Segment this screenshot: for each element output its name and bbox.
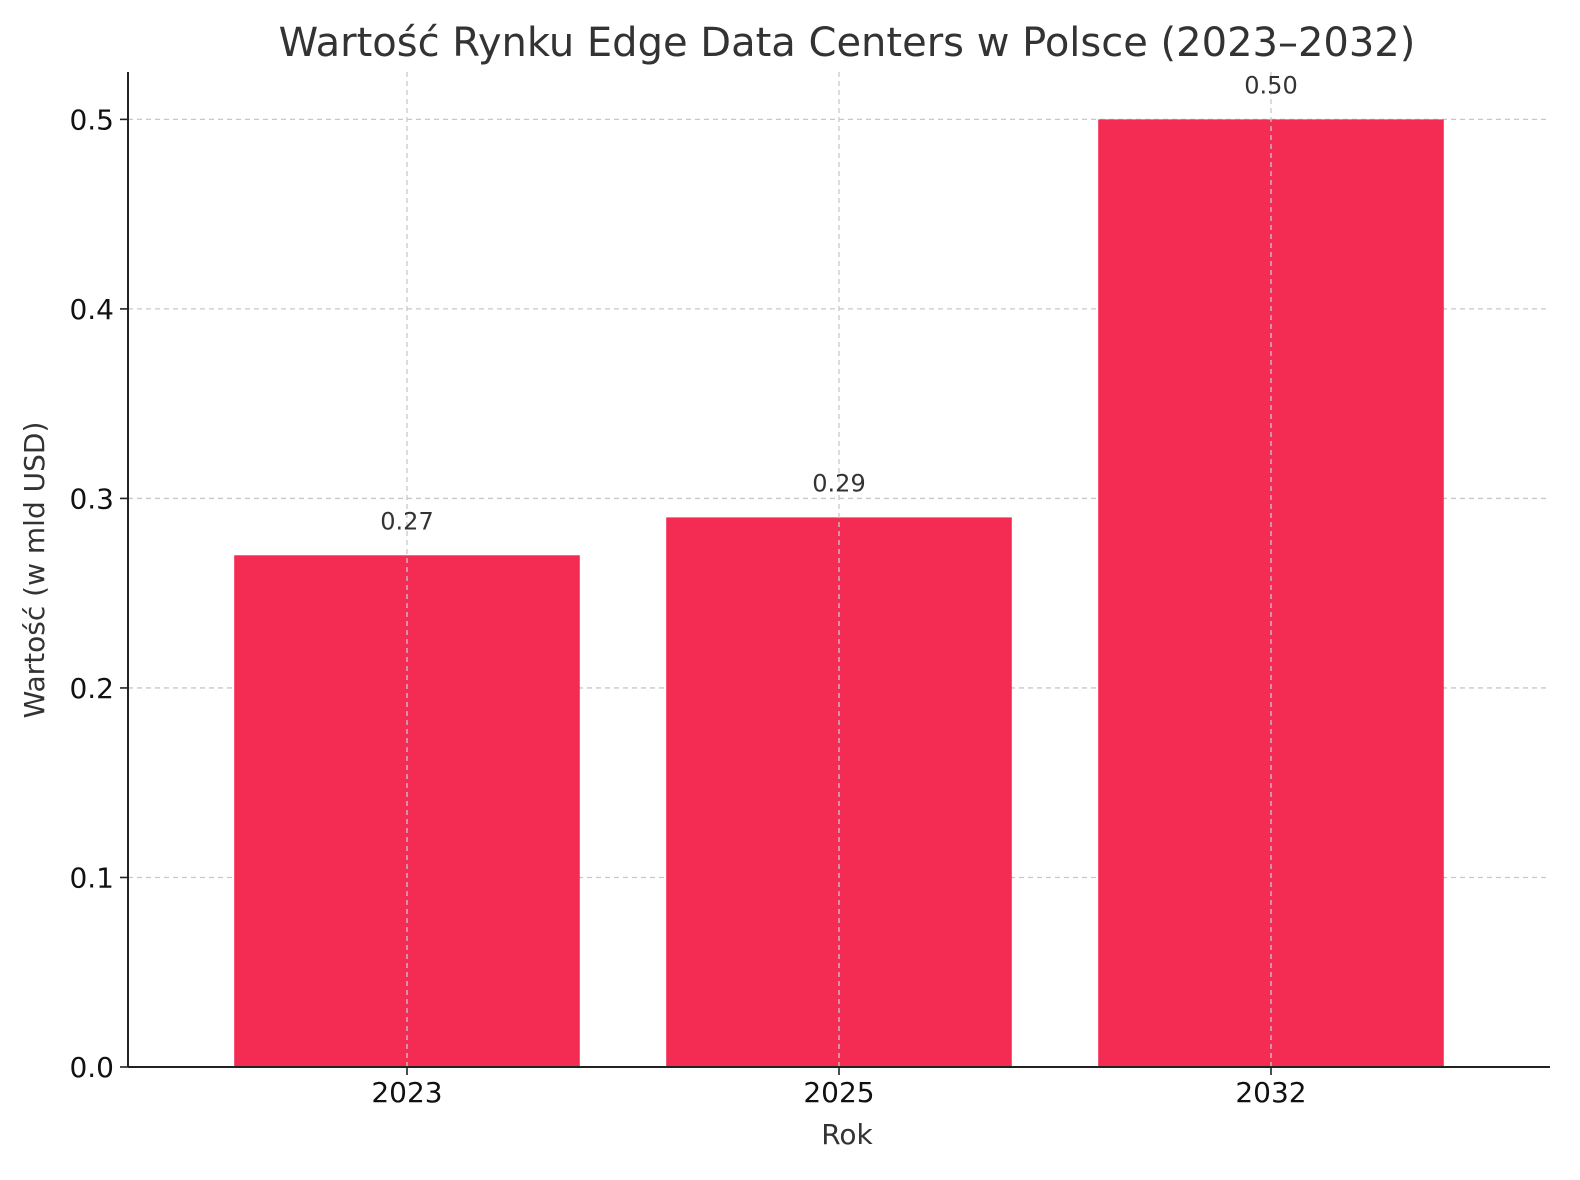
y-tick-label: 0.2 [69, 672, 114, 705]
x-tick-label: 2025 [803, 1076, 874, 1109]
data-label: 0.29 [812, 469, 865, 497]
data-label: 0.50 [1244, 71, 1297, 99]
axes: 0.0 0.1 0.2 0.3 0.4 0.5 2023 2025 2032 [69, 72, 1550, 1109]
data-labels: 0.27 0.29 0.50 [380, 71, 1297, 535]
y-tick-label: 0.4 [69, 293, 114, 326]
data-label: 0.27 [380, 507, 433, 535]
x-tick-label: 2032 [1235, 1076, 1306, 1109]
vertical-grid [406, 72, 1272, 1067]
y-axis-label: Wartość (w mld USD) [18, 422, 51, 719]
y-tick-label: 0.0 [69, 1051, 114, 1084]
x-tick-label: 2023 [371, 1076, 442, 1109]
y-tick-label: 0.1 [69, 861, 114, 894]
chart-title: Wartość Rynku Edge Data Centers w Polsce… [279, 20, 1416, 66]
y-tick-label: 0.3 [69, 482, 114, 515]
y-tick-label: 0.5 [69, 103, 114, 136]
x-axis-label: Rok [821, 1118, 873, 1151]
